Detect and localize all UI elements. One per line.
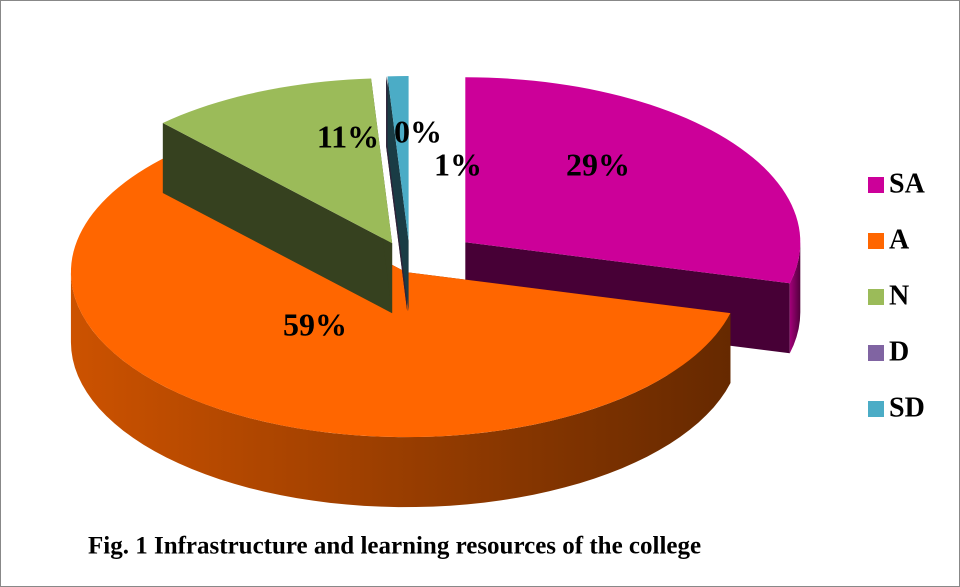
legend-label: D xyxy=(889,336,909,367)
legend-label: N xyxy=(889,280,909,311)
legend-swatch xyxy=(868,177,884,193)
chart-title: Fig. 1 Infrastructure and learning resou… xyxy=(88,533,701,560)
legend-swatch xyxy=(868,401,884,417)
slice-wall xyxy=(70,272,731,508)
legend-label: SD xyxy=(889,392,925,423)
legend-swatch xyxy=(868,345,884,361)
data-label: 59% xyxy=(283,306,347,342)
pie-slice xyxy=(162,78,393,314)
legend-label: SA xyxy=(889,168,926,199)
data-label: 11% xyxy=(317,118,379,154)
pie-slice xyxy=(387,76,409,312)
slice-top xyxy=(465,77,801,284)
legend-swatch xyxy=(868,233,884,249)
slice-side xyxy=(162,122,393,314)
data-label: 0% xyxy=(394,113,442,149)
data-label: 29% xyxy=(566,146,630,182)
legend-swatch xyxy=(868,289,884,305)
legend-label: A xyxy=(889,224,910,255)
slice-wall xyxy=(789,242,801,354)
slice-top xyxy=(162,78,393,244)
slice-side xyxy=(387,76,409,312)
slice-top xyxy=(387,76,409,242)
data-label: 1% xyxy=(434,146,482,182)
